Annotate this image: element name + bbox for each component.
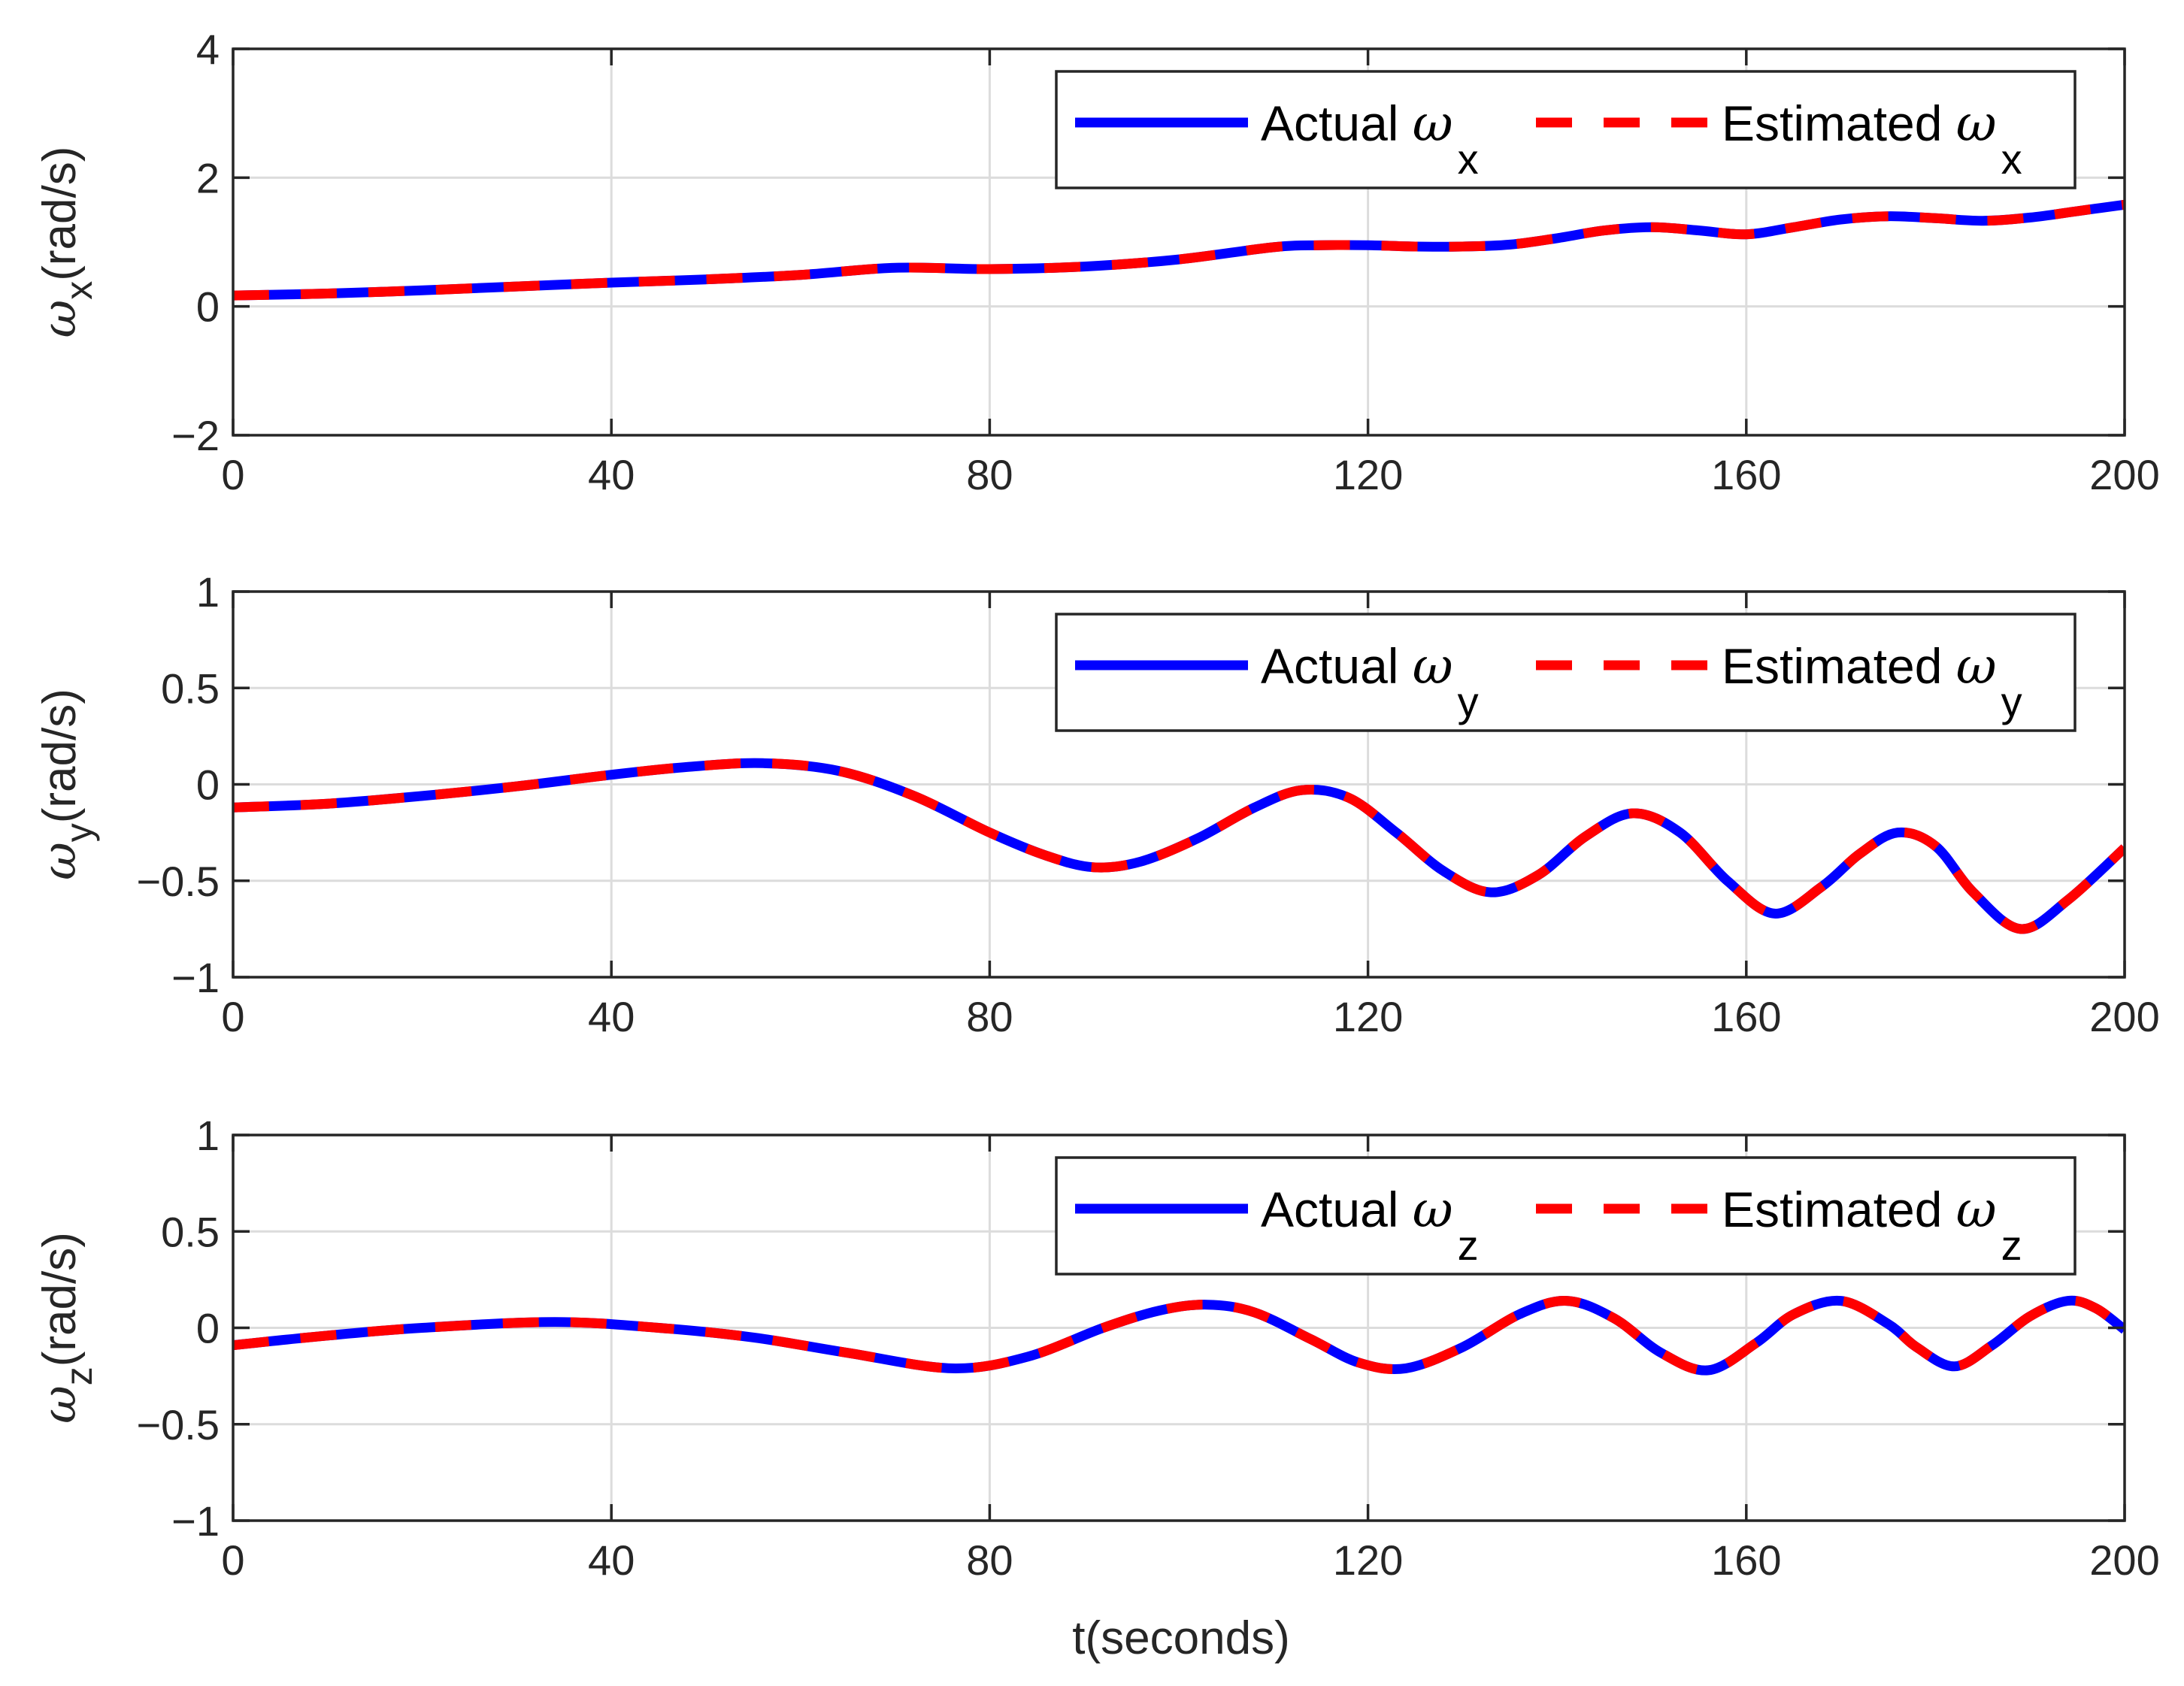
y-tick-label: 4 [196,26,220,73]
legend-label-subscript: z [2001,1221,2022,1269]
x-tick-label: 40 [588,451,635,498]
y-tick-label: −1 [171,954,220,1001]
legend-label-prefix: Actual [1261,1182,1413,1237]
x-axis-label: t(seconds) [1072,1612,1289,1664]
y-tick-label: 0.5 [161,1208,220,1255]
legend-label-symbol: ω [1413,1181,1453,1239]
y-axis-label: ωz(rad/s) [32,1232,100,1424]
series-line-estimated [233,199,2125,301]
y-tick-label: −2 [171,412,220,459]
legend-label-estimated: Estimated ωx [1722,95,2022,183]
legend-label-actual: Actual ωx [1261,95,1479,183]
legend-label-subscript: x [1458,135,1479,183]
legend-label-actual: Actual ωy [1261,637,1479,725]
axes-box [232,47,2126,437]
legend-label-prefix: Estimated [1722,1182,1956,1237]
legend-label-subscript: y [2001,678,2022,725]
y-tick-label: 0 [196,283,220,331]
x-tick-label: 160 [1711,451,1781,498]
legend-label-estimated: Estimated ωz [1722,1181,2022,1269]
y-axis-label: ωx(rad/s) [32,147,100,338]
tick-labels: 0 40 80 120 160 200 −1 −0.5 0 0.5 1 [136,1112,2159,1584]
y-tick-label: −0.5 [136,858,220,905]
series-line-estimated [233,1295,2125,1376]
y-axis-label-subscript: z [58,1367,100,1385]
x-tick-label: 120 [1333,993,1403,1040]
y-axis-label-subscript: x [58,281,100,300]
legend-label-subscript: x [2001,135,2022,183]
legend-box [1055,613,2076,732]
series-line-estimated [233,758,2125,934]
tick-labels: 0 40 80 120 160 200 −1 −0.5 0 0.5 1 [136,568,2159,1040]
subplot-3: 0 40 80 120 160 200−1−0.500.51ωz(rad/s)Actual… [32,1112,2160,1584]
x-tick-label: 0 [221,1536,244,1584]
x-tick-label: 120 [1333,1536,1403,1584]
y-tick-label: −1 [171,1497,220,1545]
legend-box [1055,70,2076,189]
y-tick-label: −0.5 [136,1401,220,1448]
series-group [233,758,2125,934]
legend-label-prefix: Estimated [1722,638,1956,694]
y-axis-label: ωy(rad/s) [32,689,100,880]
legend-label-symbol: ω [1956,637,1997,695]
x-tick-label: 80 [966,451,1013,498]
x-tick-label: 200 [2089,1536,2159,1584]
x-tick-label: 200 [2089,993,2159,1040]
x-tick-label: 160 [1711,993,1781,1040]
y-axis-label-unit: (rad/s) [34,147,86,281]
x-tick-label: 200 [2089,451,2159,498]
y-tick-label: 0 [196,761,220,809]
y-tick-label: 0.5 [161,664,220,712]
y-axis-label-unit: (rad/s) [34,1232,86,1367]
legend-label-symbol: ω [1413,95,1453,153]
x-tick-label: 160 [1711,1536,1781,1584]
y-axis-label-subscript: y [58,823,100,842]
legend-label-prefix: Actual [1261,638,1413,694]
series-group [233,1295,2125,1376]
legend-label-actual: Actual ωz [1261,1181,1479,1269]
y-axis-label-symbol: ω [32,842,86,880]
y-axis-label-symbol: ω [32,300,86,338]
subplot-2: 0 40 80 120 160 200−1−0.500.51ωy(rad/s)Actual… [32,568,2160,1040]
series-group [233,199,2125,301]
x-tick-label: 80 [966,993,1013,1040]
legend-label-subscript: y [1458,678,1479,725]
legend-label-symbol: ω [1956,95,1997,153]
y-tick-label: 1 [196,568,220,616]
legend-label-symbol: ω [1413,637,1453,695]
x-tick-label: 40 [588,993,635,1040]
y-tick-label: 0 [196,1305,220,1352]
x-tick-label: 0 [221,451,244,498]
legend-label-subscript: z [1458,1221,1479,1269]
x-tick-label: 80 [966,1536,1013,1584]
x-tick-label: 120 [1333,451,1403,498]
y-tick-label: 2 [196,154,220,201]
legend-label-prefix: Actual [1261,95,1413,151]
legend-label-estimated: Estimated ωy [1722,637,2022,725]
y-tick-label: 1 [196,1112,220,1159]
x-tick-label: 0 [221,993,244,1040]
y-axis-label-symbol: ω [32,1385,86,1424]
legend-label-prefix: Estimated [1722,95,1956,151]
y-axis-label-unit: (rad/s) [34,689,86,823]
legend-box [1055,1156,2076,1276]
legend-label-symbol: ω [1956,1181,1997,1239]
x-tick-label: 40 [588,1536,635,1584]
